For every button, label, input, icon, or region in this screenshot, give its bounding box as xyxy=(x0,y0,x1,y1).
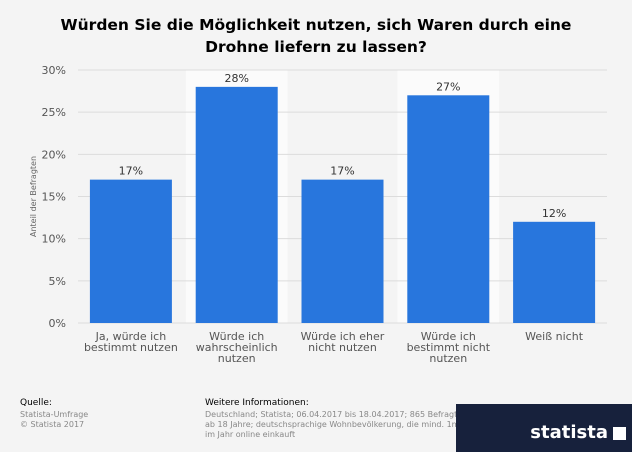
y-tick-label: 0% xyxy=(49,317,66,330)
bar-0 xyxy=(89,179,172,323)
y-tick-label: 30% xyxy=(42,64,66,77)
bar-chart: 0% 5% 10% 15% 20% 25% 30% Anteil der Befragten 1… xyxy=(29,64,607,365)
brand-logo-panel: statista xyxy=(456,404,632,452)
info-line-1: Deutschland; Statista; 06.04.2017 bis 18… xyxy=(205,410,465,419)
x-tick-label-1: wahrscheinlich xyxy=(196,341,278,354)
x-tick-label-1: Würde ich xyxy=(209,330,264,343)
source-line-2: © Statista 2017 xyxy=(20,420,85,429)
bar-4 xyxy=(513,221,596,323)
data-label-0: 17% xyxy=(119,165,143,178)
source-heading: Quelle: xyxy=(20,398,52,408)
x-tick-label-4: Weiß nicht xyxy=(525,330,584,343)
y-tick-label: 25% xyxy=(42,106,66,119)
y-tick-label: 5% xyxy=(49,275,66,288)
statista-logo-icon xyxy=(613,427,626,440)
data-label-1: 28% xyxy=(224,72,248,85)
bar-1 xyxy=(195,86,278,323)
chart-title: Würden Sie die Möglichkeit nutzen, sich … xyxy=(60,16,572,56)
x-tick-label-2: Würde ich eher xyxy=(301,330,385,343)
y-axis-label: Anteil der Befragten xyxy=(29,156,38,237)
bar-2 xyxy=(301,179,384,323)
source-line-1: Statista-Umfrage xyxy=(20,410,89,419)
data-label-3: 27% xyxy=(436,80,460,93)
info-line-2: ab 18 Jahre; deutschsprachige Wohnbevölk… xyxy=(205,420,467,429)
info-line-3: im Jahr online einkauft xyxy=(205,430,296,439)
y-tick-label: 15% xyxy=(42,191,66,204)
x-tick-label-3: bestimmt nicht xyxy=(407,341,491,354)
data-label-2: 17% xyxy=(330,165,354,178)
data-label-4: 12% xyxy=(542,207,566,220)
info-heading: Weitere Informationen: xyxy=(205,398,309,408)
x-tick-label-1: nutzen xyxy=(218,352,256,365)
bar-3 xyxy=(407,95,490,323)
x-tick-label-0: Ja, würde ich xyxy=(95,330,167,343)
x-tick-label-3: Würde ich xyxy=(421,330,476,343)
x-tick-label-3: nutzen xyxy=(429,352,467,365)
y-tick-label: 10% xyxy=(42,233,66,246)
x-tick-label-0: bestimmt nutzen xyxy=(84,341,178,354)
y-tick-label: 20% xyxy=(42,148,66,161)
brand-name: statista xyxy=(530,422,608,443)
x-tick-label-2: nicht nutzen xyxy=(308,341,377,354)
